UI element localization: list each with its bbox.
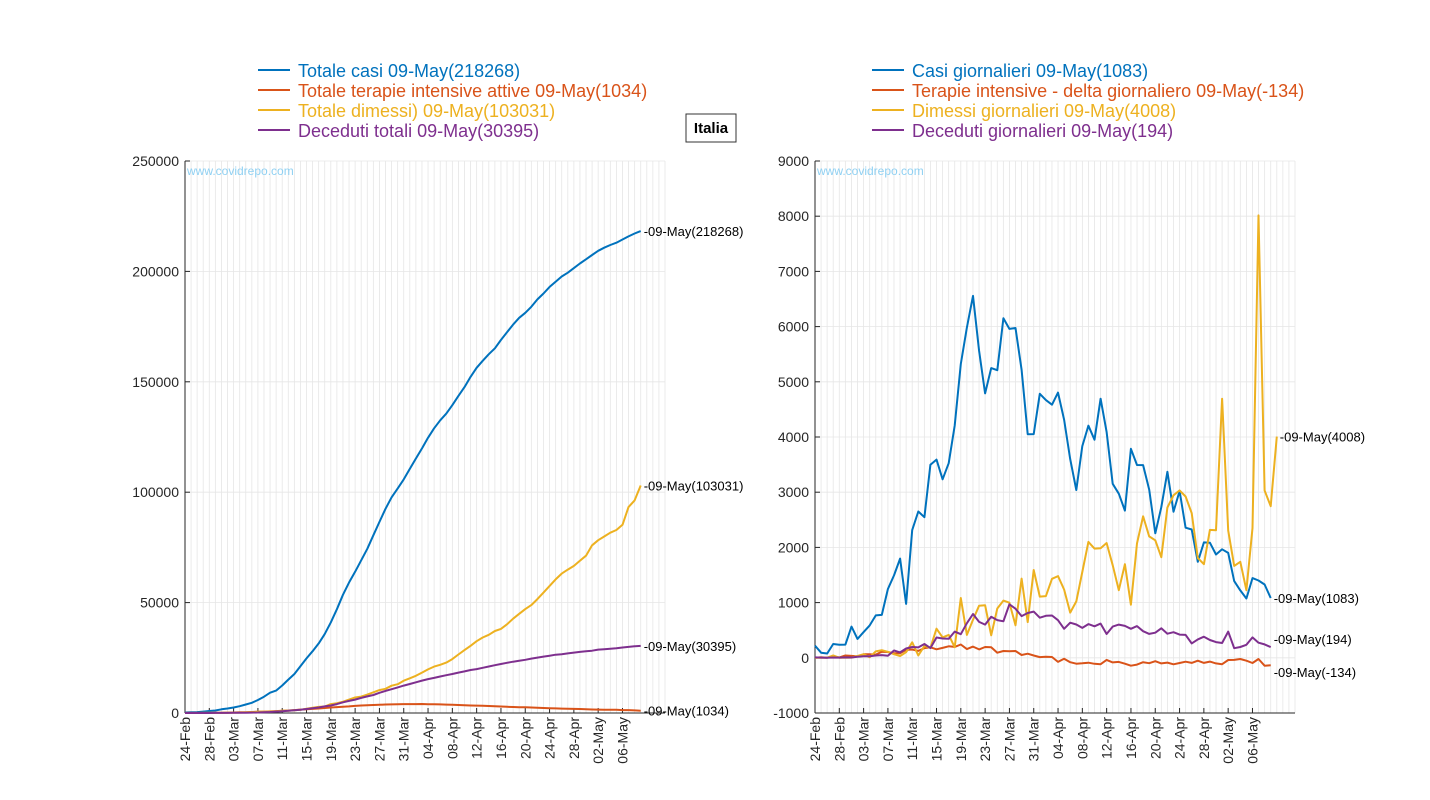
y-tick-label: 2000 — [778, 539, 809, 555]
series-line — [814, 603, 1272, 659]
series-end-label: -09-May(1083) — [1274, 591, 1359, 606]
x-tick-label: 03-Mar — [856, 717, 872, 762]
series-line — [184, 230, 642, 714]
x-tick-label: 04-Apr — [420, 717, 436, 759]
x-tick-label: 03-Mar — [226, 717, 242, 762]
x-tick-label: 06-May — [614, 717, 630, 764]
x-tick-label: 27-Mar — [1001, 717, 1017, 762]
x-tick-label: 07-Mar — [880, 717, 896, 762]
x-tick-label: 11-Mar — [274, 717, 290, 761]
x-tick-label: 23-Mar — [347, 717, 363, 762]
x-tick-label: 08-Apr — [444, 717, 460, 759]
y-tick-label: 0 — [801, 650, 809, 666]
x-tick-label: 16-Apr — [1123, 717, 1139, 759]
x-tick-label: 31-Mar — [396, 717, 412, 762]
x-tick-label: 24-Apr — [542, 717, 558, 759]
series-line — [185, 644, 641, 714]
legend-entry: Dimessi giornalieri 09-May(4008) — [912, 101, 1176, 121]
y-tick-label: 250000 — [132, 153, 179, 169]
series-end-label: -09-May(1034) — [644, 704, 729, 719]
x-tick-label: 24-Feb — [807, 717, 823, 762]
y-tick-label: 6000 — [778, 319, 809, 335]
country-badge-label: Italia — [694, 120, 729, 137]
y-tick-label: 4000 — [778, 429, 809, 445]
y-tick-label: 7000 — [778, 263, 809, 279]
legend-entry: Deceduti totali 09-May(30395) — [298, 121, 539, 141]
legend-entry: Totale casi 09-May(218268) — [298, 61, 520, 81]
legend-entry: Casi giornalieri 09-May(1083) — [912, 61, 1148, 81]
legend-entry: Totale terapie intensive attive 09-May(1… — [298, 81, 647, 101]
y-tick-label: 50000 — [140, 595, 179, 611]
y-tick-label: 100000 — [132, 484, 179, 500]
y-tick-label: 0 — [171, 705, 179, 721]
x-tick-label: 15-Mar — [929, 717, 945, 762]
series-end-label: -09-May(-134) — [1274, 665, 1356, 680]
series-end-label: -09-May(4008) — [1280, 430, 1365, 445]
y-tick-label: 8000 — [778, 208, 809, 224]
x-tick-label: 02-May — [1220, 717, 1236, 764]
y-tick-label: 1000 — [778, 595, 809, 611]
x-tick-label: 04-Apr — [1050, 717, 1066, 759]
y-tick-label: 9000 — [778, 153, 809, 169]
x-tick-label: 12-Apr — [469, 717, 485, 759]
series-line — [185, 485, 642, 714]
chart-panel-totals: 0 50000 100000 150000 200000 250000 24-Feb 28-F… — [132, 61, 743, 764]
y-tick-label: 3000 — [778, 484, 809, 500]
y-tick-label: 200000 — [132, 263, 179, 279]
x-tick-label: 06-May — [1244, 717, 1260, 764]
series-end-label: -09-May(103031) — [644, 479, 744, 494]
chart-panel-daily: -1000 0 1000 2000 3000 4000 5000 6000 7000 8000 90… — [773, 61, 1365, 764]
x-tick-label: 20-Apr — [517, 717, 533, 759]
x-tick-label: 23-Mar — [977, 717, 993, 762]
x-tick-label: 20-Apr — [1147, 717, 1163, 759]
series-line — [814, 294, 1272, 655]
x-tick-label: 19-Mar — [323, 717, 339, 762]
x-tick-label: 24-Feb — [177, 717, 193, 762]
x-tick-label: 16-Apr — [493, 717, 509, 759]
watermark: www.covidrepo.com — [186, 164, 294, 178]
x-tick-label: 15-Mar — [299, 717, 315, 762]
x-tick-label: 28-Apr — [566, 717, 582, 759]
country-badge: Italia — [685, 113, 737, 143]
legend-entry: Deceduti giornalieri 09-May(194) — [912, 121, 1173, 141]
x-tick-label: 28-Feb — [831, 717, 847, 762]
watermark: www.covidrepo.com — [816, 164, 924, 178]
series-end-label: -09-May(30395) — [644, 639, 737, 654]
x-tick-label: 02-May — [590, 717, 606, 764]
x-tick-label: 28-Apr — [1196, 717, 1212, 759]
series-end-label: -09-May(194) — [1274, 632, 1352, 647]
x-tick-label: 19-Mar — [953, 717, 969, 762]
legend-entry: Totale dimessi) 09-May(103031) — [298, 101, 555, 121]
x-tick-label: 12-Apr — [1099, 717, 1115, 759]
y-tick-label: 150000 — [132, 374, 179, 390]
x-tick-label: 24-Apr — [1172, 717, 1188, 759]
x-tick-label: 28-Feb — [201, 717, 217, 762]
x-tick-label: 08-Apr — [1074, 717, 1090, 759]
legend-entry: Terapie intensive - delta giornaliero 09… — [912, 81, 1304, 101]
y-tick-label: 5000 — [778, 374, 809, 390]
x-tick-label: 11-Mar — [904, 717, 920, 761]
x-tick-label: 31-Mar — [1026, 717, 1042, 762]
x-tick-label: 07-Mar — [250, 717, 266, 762]
series-end-label: -09-May(218268) — [644, 224, 744, 239]
y-tick-label: -1000 — [773, 705, 809, 721]
x-tick-label: 27-Mar — [371, 717, 387, 762]
